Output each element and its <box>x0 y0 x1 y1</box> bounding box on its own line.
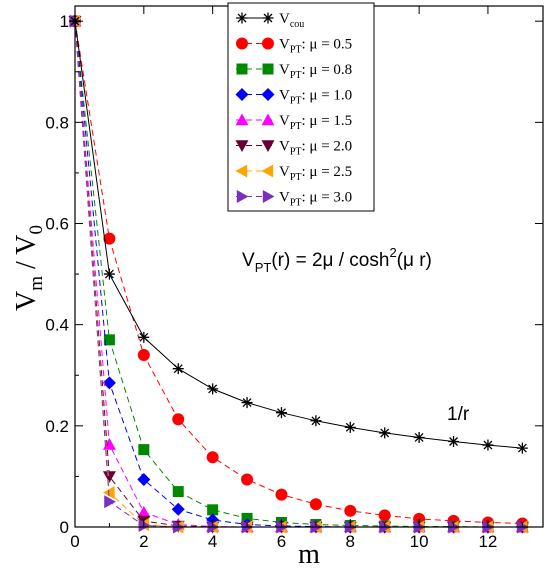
legend: Vcou VPT: μ = 0.5 VPT: μ = 0.8 VPT: μ = 1.0… <box>227 2 375 212</box>
data-point-2-3 <box>172 486 184 498</box>
data-point-2-4 <box>207 504 219 516</box>
legend-label: VPT: μ = 2.5 <box>279 164 352 183</box>
formula-annotation: VPT(r) = 2μ / cosh2(μ r) <box>242 245 432 275</box>
y-tick-label: 0.4 <box>45 316 69 335</box>
axes: 0 2 4 6 8 10 12 0 0.2 0.4 0.6 0.8 1 <box>45 6 543 551</box>
data-point-1-7 <box>309 498 322 511</box>
legend-entry-0: Vcou <box>236 11 304 30</box>
legend-label: VPT: μ = 0.8 <box>279 62 352 81</box>
legend-marker <box>261 88 275 101</box>
data-point-0-1 <box>103 268 115 280</box>
data-point-2-1 <box>103 334 115 346</box>
data-point-0-4 <box>207 383 219 395</box>
legend-entry-4: VPT: μ = 1.5 <box>235 113 352 132</box>
data-point-4-2 <box>137 505 151 518</box>
x-tick-label: 10 <box>410 532 429 551</box>
legend-entry-6: VPT: μ = 2.5 <box>235 164 352 183</box>
series-0 <box>69 15 528 454</box>
legend-marker <box>261 140 275 152</box>
legend-marker <box>236 63 248 75</box>
data-point-0-12 <box>482 439 494 451</box>
x-tick-label: 0 <box>70 532 79 551</box>
legend-entry-1: VPT: μ = 0.5 <box>236 37 352 56</box>
legend-marker <box>261 164 274 178</box>
legend-label: VPT: μ = 0.5 <box>279 37 352 56</box>
legend-label: VPT: μ = 1.0 <box>279 88 352 107</box>
x-tick-label: 8 <box>346 532 355 551</box>
legend-marker <box>236 190 249 203</box>
data-point-0-9 <box>379 427 391 439</box>
x-axis-title: m <box>298 539 320 570</box>
legend-label: VPT: μ = 2.0 <box>279 139 352 158</box>
data-point-3-3 <box>171 502 185 516</box>
data-point-2-2 <box>138 444 150 456</box>
data-point-7-1 <box>104 495 116 509</box>
x-tick-label: 4 <box>208 532 217 551</box>
curve-annotation-1-over-r: 1/r <box>447 404 470 425</box>
data-point-0-5 <box>241 397 253 409</box>
data-point-1-1 <box>103 232 116 245</box>
y-tick-label: 0.6 <box>45 215 69 234</box>
data-point-0-8 <box>344 421 356 433</box>
legend-label: VPT: μ = 3.0 <box>279 190 352 209</box>
legend-marker <box>262 12 274 24</box>
legend-marker <box>262 63 274 75</box>
data-point-0-2 <box>138 331 150 343</box>
data-point-1-2 <box>137 349 150 362</box>
data-point-3-1 <box>102 376 116 390</box>
legend-box <box>227 2 375 212</box>
x-tick-label: 6 <box>277 532 286 551</box>
y-tick-label: 1 <box>60 12 69 31</box>
y-tick-label: 0.8 <box>45 113 69 132</box>
x-tick-label: 12 <box>478 532 497 551</box>
legend-entry-7: VPT: μ = 3.0 <box>236 190 352 209</box>
x-tick-label: 2 <box>139 532 148 551</box>
data-point-3-2 <box>137 472 151 486</box>
data-point-1-9 <box>378 509 391 522</box>
legend-marker <box>236 37 248 50</box>
data-point-1-5 <box>241 473 254 486</box>
y-tick-label: 0 <box>60 518 69 537</box>
data-point-7-2 <box>138 518 151 532</box>
legend-entry-3: VPT: μ = 1.0 <box>235 88 352 107</box>
legend-marker <box>235 88 249 101</box>
legend-marker <box>236 12 248 24</box>
data-point-0-11 <box>448 436 460 448</box>
series-line-0 <box>74 21 523 449</box>
data-point-5-1 <box>102 471 116 483</box>
data-point-1-8 <box>344 504 357 517</box>
legend-marker <box>262 37 274 50</box>
legend-marker <box>235 140 249 152</box>
data-point-1-6 <box>275 488 288 501</box>
data-point-4-1 <box>102 438 116 450</box>
data-point-0-10 <box>413 431 425 443</box>
data-point-0-13 <box>516 442 528 454</box>
legend-entry-5: VPT: μ = 2.0 <box>235 139 352 158</box>
legend-entry-2: VPT: μ = 0.8 <box>236 62 352 81</box>
legend-marker <box>261 113 275 126</box>
data-point-1-4 <box>206 451 219 464</box>
data-point-0-3 <box>172 363 184 375</box>
y-axis-title: Vm / V0 <box>11 225 47 311</box>
data-point-0-6 <box>275 407 287 419</box>
legend-marker <box>235 113 249 126</box>
data-point-1-3 <box>172 413 185 426</box>
legend-label: VPT: μ = 1.5 <box>279 113 352 132</box>
legend-marker <box>262 190 275 203</box>
legend-label: Vcou <box>279 11 304 30</box>
legend-marker <box>235 164 248 178</box>
data-point-0-7 <box>310 415 322 427</box>
y-tick-label: 0.2 <box>45 417 69 436</box>
